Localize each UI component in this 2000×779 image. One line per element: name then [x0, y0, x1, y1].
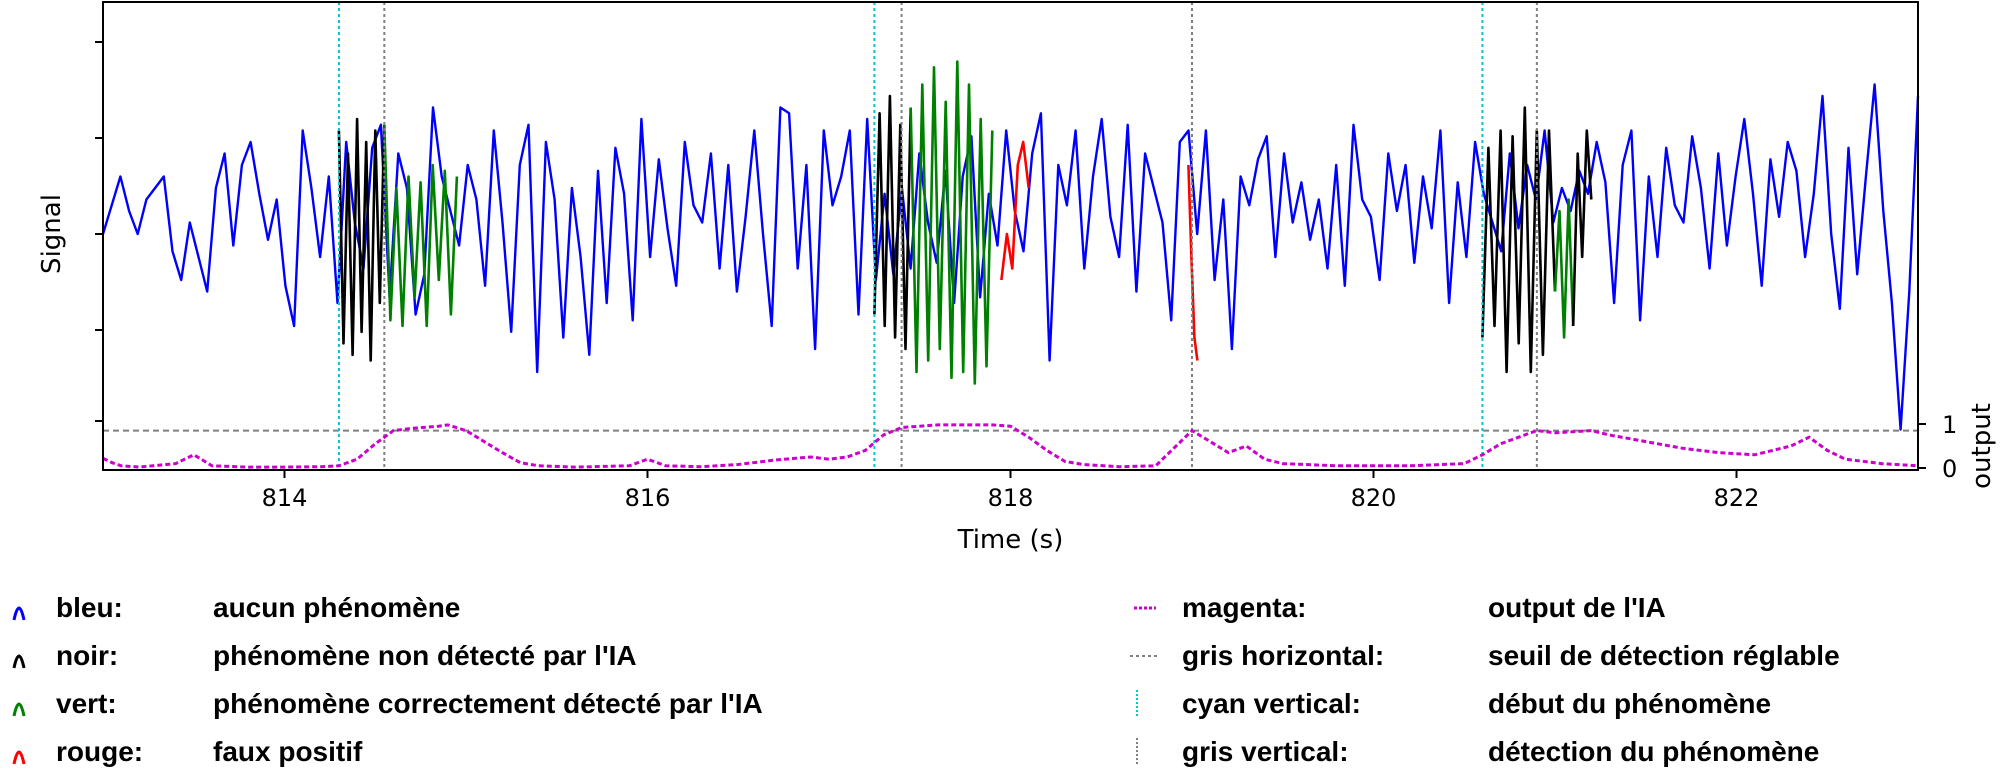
signal-segment-green: [1553, 198, 1575, 339]
legend-name: magenta:: [1182, 592, 1307, 623]
legend-item-noir: noir: phénomène non détecté par l'IA: [8, 636, 637, 676]
legend-name: gris vertical:: [1182, 736, 1349, 767]
signal-series-blue: [101, 83, 1920, 431]
y-axis-label: Signal: [37, 194, 67, 274]
legend-name: gris horizontal:: [1182, 640, 1385, 671]
legend-name: rouge:: [56, 736, 144, 767]
dotted-hline-icon: [1120, 636, 1160, 676]
legend-item-gris-vertical: gris vertical: détection du phénomène: [1120, 732, 1819, 772]
signal-segment-black: [337, 117, 386, 362]
legend-desc: faux positif: [213, 736, 363, 767]
y2-tick-label: 0: [1942, 455, 1957, 483]
x-tick-label: 822: [1714, 484, 1760, 512]
legend-name: noir:: [56, 640, 119, 671]
legend: bleu: aucun phénomène noir: phénomène no…: [0, 578, 2000, 778]
signal-segment-black: [1571, 129, 1593, 327]
legend-item-cyan-vertical: cyan vertical: début du phénomène: [1120, 684, 1771, 724]
signal-segment-black: [1481, 106, 1557, 374]
signal-segment-green: [909, 60, 994, 385]
arc-icon: [8, 588, 48, 628]
x-axis-label: Time (s): [957, 525, 1064, 555]
legend-name: vert:: [56, 688, 117, 719]
legend-desc: output de l'IA: [1488, 592, 1666, 623]
legend-desc: détection du phénomène: [1488, 736, 1820, 767]
y2-tick-label: 1: [1942, 411, 1957, 439]
x-tick-label: 816: [625, 484, 671, 512]
legend-item-bleu: bleu: aucun phénomène: [8, 588, 460, 628]
x-tick-label: 818: [988, 484, 1034, 512]
legend-item-rouge: rouge: faux positif: [8, 732, 362, 772]
legend-name: cyan vertical:: [1182, 688, 1361, 719]
legend-desc: seuil de détection réglable: [1488, 640, 1840, 671]
legend-name: bleu:: [56, 592, 123, 623]
arc-icon: [8, 732, 48, 772]
arc-icon: [8, 684, 48, 724]
legend-item-gris-horizontal: gris horizontal: seuil de détection régl…: [1120, 636, 1840, 676]
legend-desc: phénomène correctement détecté par l'IA: [213, 688, 763, 719]
chart: 814 816 818 820 822 1 0 Time (s) Signal output: [37, 1, 1997, 555]
legend-desc: phénomène non détecté par l'IA: [213, 640, 637, 671]
signal-segment-green: [383, 124, 459, 328]
dotted-vline-icon: [1120, 732, 1160, 772]
x-tick-label: 814: [262, 484, 308, 512]
plot-area: [101, 2, 1920, 470]
legend-desc: aucun phénomène: [213, 592, 461, 623]
dotted-vline-icon: [1120, 684, 1160, 724]
legend-item-vert: vert: phénomène correctement détecté par…: [8, 684, 763, 724]
signal-segment-red: [1000, 140, 1030, 281]
legend-item-magenta: magenta: output de l'IA: [1120, 588, 1666, 628]
arc-icon: [8, 636, 48, 676]
x-tick-label: 820: [1351, 484, 1397, 512]
dash-line-icon: [1120, 588, 1160, 628]
axes: 814 816 818 820 822 1 0: [95, 1, 1957, 512]
signal-segment-black: [873, 94, 912, 351]
output-series-magenta: [102, 423, 1919, 469]
legend-desc: début du phénomène: [1488, 688, 1772, 719]
y2-axis-label: output: [1967, 403, 1997, 489]
